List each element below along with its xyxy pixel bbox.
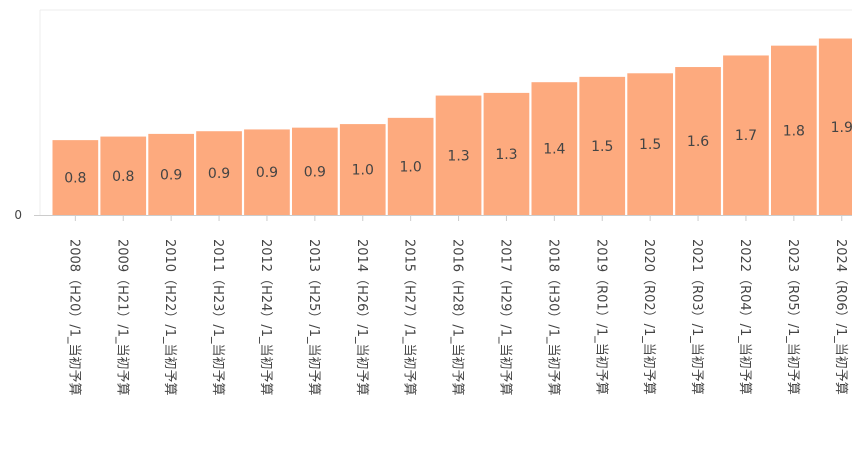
data-label: 1.4 (543, 142, 565, 158)
x-tick-label: 2009（H21）/1_当初予算 (114, 239, 129, 396)
x-tick-label: 2008（H20）/1_当初予算 (66, 239, 81, 396)
data-label: 0.9 (304, 164, 326, 180)
x-tick-label: 2010（H22）/1_当初予算 (162, 239, 177, 396)
x-tick-label: 2022（R04）/1_当初予算 (737, 239, 752, 395)
axes: 0 2008（H20）/1_当初予算 2009（H21）/1_当初予算 2010（H2… (14, 10, 852, 396)
data-label: 1.3 (495, 147, 517, 163)
data-label: 1.7 (735, 128, 757, 144)
bar (435, 95, 482, 215)
data-label: 1.3 (447, 148, 469, 164)
x-tick-label: 2021（R03）/1_当初予算 (689, 239, 704, 395)
x-tick-label: 2015（H27）/1_当初予算 (402, 239, 417, 396)
bar (818, 38, 852, 215)
bars (52, 38, 852, 216)
x-tick-label: 2018（H30）/1_当初予算 (545, 239, 560, 396)
x-tick-label: 2024（R06）/1_当初予算 (833, 239, 848, 395)
bar (100, 136, 147, 215)
data-label: 0.8 (112, 169, 134, 185)
data-label: 1.5 (591, 139, 613, 155)
bar (244, 129, 290, 215)
bar (627, 73, 673, 215)
x-tick-label: 2020（R02）/1_当初予算 (641, 239, 656, 395)
x-tick-label: 2014（H26）/1_当初予算 (354, 239, 369, 396)
bar (292, 127, 338, 215)
bar (148, 133, 194, 215)
x-tick-label: 2023（R05）/1_当初予算 (785, 239, 800, 395)
data-label: 1.6 (687, 134, 709, 150)
x-tick-label: 2019（R01）/1_当初予算 (593, 239, 608, 395)
bar (723, 55, 769, 216)
y-tick-label: 0 (14, 208, 22, 222)
data-label: 0.9 (256, 165, 278, 181)
bar (196, 131, 242, 215)
bar (483, 92, 530, 215)
bar (579, 76, 626, 215)
bar (387, 117, 434, 215)
bar (531, 82, 578, 215)
data-label: 1.0 (352, 163, 374, 179)
bar (771, 45, 817, 216)
data-label: 1.5 (639, 137, 661, 153)
data-label: 0.8 (64, 171, 86, 187)
bar (675, 67, 721, 215)
x-tick-label: 2016（H28）/1_当初予算 (450, 239, 465, 396)
x-tick-label: 2012（H24）/1_当初予算 (258, 239, 273, 396)
bar (52, 140, 99, 215)
data-label: 1.9 (831, 120, 852, 136)
x-tick-label: 2013（H25）/1_当初予算 (306, 239, 321, 396)
data-label: 0.9 (160, 167, 182, 183)
bar (339, 124, 386, 215)
data-label: 1.0 (400, 159, 422, 175)
x-tick-label: 2011（H23）/1_当初予算 (210, 239, 225, 396)
x-tick-label: 2017（H29）/1_当初予算 (497, 239, 512, 396)
data-label: 0.9 (208, 166, 230, 182)
data-label: 1.8 (783, 123, 805, 139)
data-labels: 0.8 0.8 0.9 0.9 0.9 0.9 1.0 1.0 1.3 1.3 1.4 1.5 1.5 1… (64, 120, 852, 187)
